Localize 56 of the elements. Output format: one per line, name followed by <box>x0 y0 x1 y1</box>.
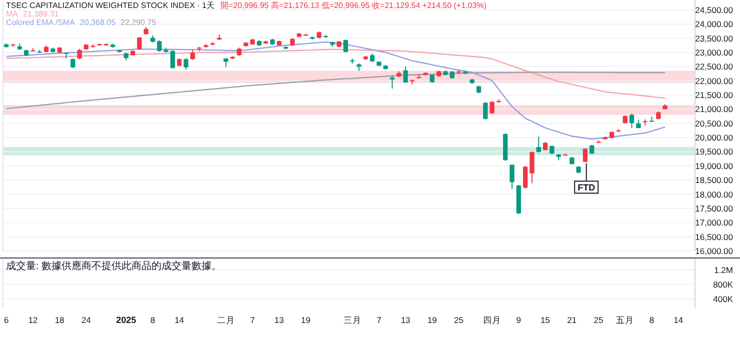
x-tick-label: 四月 <box>483 315 502 325</box>
x-tick-label: 14 <box>174 315 184 325</box>
y-tick-label: 21,500.00 <box>695 90 734 100</box>
y-tick-label: 24,000.00 <box>695 19 734 30</box>
annotation: 20,368.05 <box>80 18 116 27</box>
x-tick-label: 21 <box>567 315 577 325</box>
x-tick-label: 19 <box>427 315 438 325</box>
x-tick-label: 13 <box>274 315 284 325</box>
y-tick-label: 23,000.00 <box>695 47 734 58</box>
y-tick-label: 21,000.00 <box>695 104 734 114</box>
y-tick-label: 17,000.00 <box>695 218 734 228</box>
y-tick-label: 18,500.00 <box>695 175 734 186</box>
annotation: 22,290.75 <box>120 18 157 27</box>
y-tick-label: 16,500.00 <box>695 232 734 242</box>
x-tick-label: 19 <box>301 315 311 325</box>
chart-title: 成交量: 數據供應商不提供此商品的成交量數據。 <box>6 260 222 272</box>
annotation-note: FTD <box>574 162 599 194</box>
x-tick-label: 12 <box>28 315 38 325</box>
x-tick-label: 14 <box>674 315 684 325</box>
x-tick-label: 8 <box>649 315 654 325</box>
text: MA <box>6 10 19 18</box>
y-tick-label: 800K <box>713 279 734 290</box>
y-tick-label: 17,500.00 <box>695 203 734 214</box>
x-tick-label: 7 <box>250 315 256 325</box>
x-tick-label: 15 <box>540 315 550 325</box>
annotation: 21,389.31 <box>23 10 60 18</box>
annotation: FTD <box>578 182 596 193</box>
y-tick-label: 16,000.00 <box>695 246 734 256</box>
x-tick-label: 7 <box>376 315 382 325</box>
x-tick-label: 二月 <box>216 315 235 325</box>
y-tick-label: 19,500.00 <box>695 146 734 157</box>
x-tick-label: 三月 <box>343 315 362 325</box>
chart-title: TSEC CAPITALIZATION WEIGHTED STOCK INDEX · 1天 <box>6 1 214 10</box>
x-tick-label: 25 <box>454 315 464 325</box>
text: Colored EMA /SMA <box>6 18 76 27</box>
x-tick-label: 18 <box>54 315 65 325</box>
y-tick-label: 1.2M <box>714 264 733 275</box>
annotation: 開=20,996.95 高=21,176.13 低=20,996.95 收=21,129.54 +214.50 (+1.03%) <box>220 1 487 10</box>
y-tick-label: 400K <box>713 294 734 304</box>
x-tick-label: 8 <box>150 315 156 325</box>
x-tick-label: 9 <box>516 315 522 325</box>
y-tick-label: 22,000.00 <box>695 76 734 86</box>
x-tick-label: 五月 <box>616 315 634 325</box>
x-tick-label: 2025 <box>116 315 136 325</box>
x-tick-label: 6 <box>4 315 9 325</box>
y-tick-label: 20,500.00 <box>695 118 734 128</box>
x-tick-label: 25 <box>594 315 604 325</box>
y-tick-label: 22,500.00 <box>695 62 734 72</box>
y-tick-label: 20,000.00 <box>695 132 734 143</box>
x-tick-label: 13 <box>400 315 411 325</box>
y-tick-label: 23,500.00 <box>695 33 734 44</box>
y-tick-label: 24,500.00 <box>695 4 734 15</box>
y-tick-label: 18,000.00 <box>695 189 734 200</box>
line-series <box>6 72 666 110</box>
x-tick-label: 24 <box>81 315 92 325</box>
y-tick-label: 19,000.00 <box>695 160 734 171</box>
